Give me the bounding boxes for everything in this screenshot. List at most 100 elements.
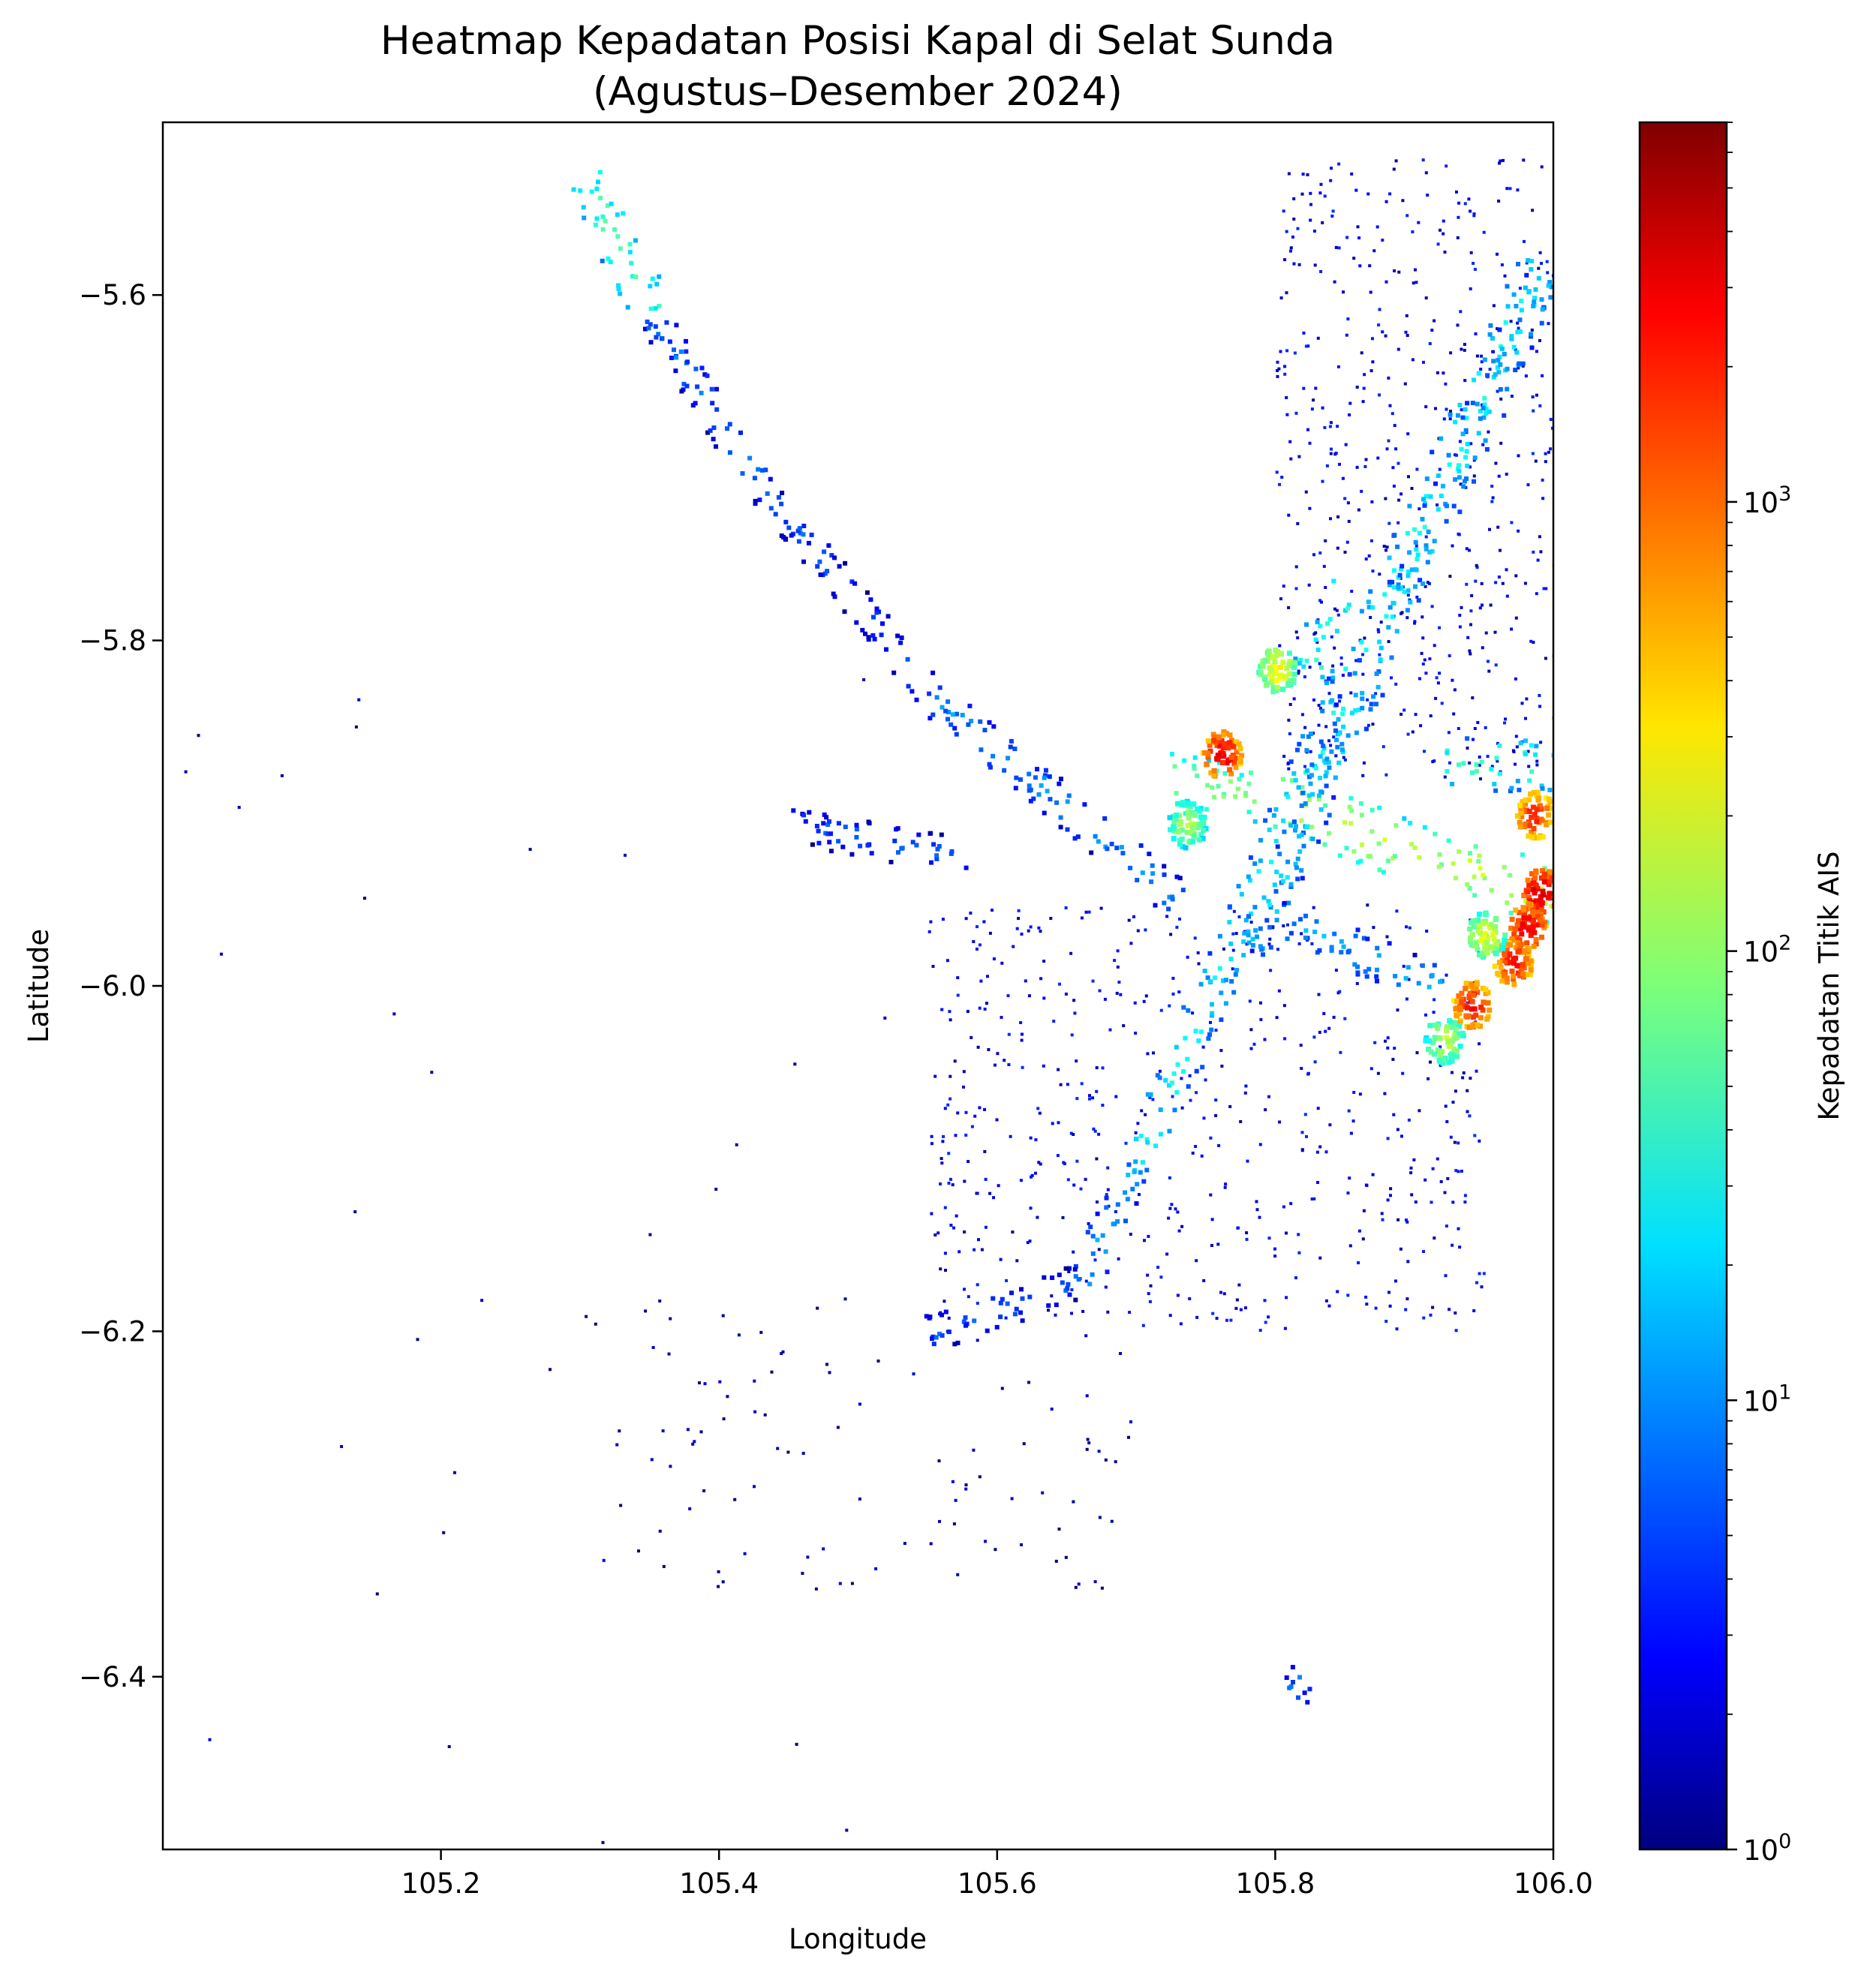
density-cell-1768 [1104,1195,1109,1200]
x-tick-label: 106.0 [1514,1867,1593,1900]
density-cell-1260 [600,258,605,263]
density-cell-843 [1449,1135,1453,1139]
density-cell-2032 [1246,929,1251,934]
density-cell-1033 [1093,1258,1097,1262]
density-cell-2066 [1252,905,1258,910]
density-cell-756 [1318,1145,1322,1149]
density-cell-2721 [1215,753,1221,759]
density-cell-1030 [1297,1233,1300,1236]
density-cell-978 [1480,1285,1484,1289]
density-cell-287 [1411,358,1415,362]
density-cell-2432 [1533,883,1539,889]
density-cell-2052 [1414,567,1419,572]
density-cell-1278 [714,444,718,449]
density-cell-2368 [1517,824,1523,830]
density-cell-2915 [1472,942,1478,948]
density-cell-1789 [1073,1274,1078,1279]
density-cell-2150 [1529,743,1534,748]
density-cell-1921 [1421,497,1426,502]
density-cell-1824 [1503,320,1508,325]
density-cell-369 [1481,646,1484,650]
density-cell-2057 [1374,672,1379,676]
density-cell-2223 [1018,1310,1023,1315]
density-cell-1502 [828,849,834,854]
density-cell-1288 [695,384,700,389]
density-cell-868 [1087,1222,1090,1225]
density-cell-2965 [1424,1035,1430,1041]
density-cell-554 [939,1267,943,1271]
density-cell-2385 [1526,886,1532,892]
density-cell-738 [997,1184,1000,1188]
density-cell-512 [1423,750,1426,753]
density-cell-2025 [1275,844,1280,849]
density-cell-1323 [710,401,715,406]
density-cell-912 [1057,1068,1060,1071]
density-cell-1709 [1224,978,1228,983]
density-cell-464 [1468,761,1472,765]
density-cell-799 [1334,969,1338,972]
density-cell-257 [1421,158,1425,162]
density-cell-1360 [831,591,836,596]
density-cell-1604 [1309,825,1314,830]
density-cell-2322 [1532,812,1538,818]
chart-title: Heatmap Kepadatan Posisi Kapal di Selat … [380,18,1335,64]
density-cell-621 [1052,1020,1056,1023]
density-cell-2500 [1532,930,1538,936]
density-cell-1860 [1324,783,1329,789]
density-cell-110 [1490,500,1494,503]
density-cell-2780 [1186,801,1192,807]
density-cell-832 [1399,1247,1402,1251]
density-cell-684 [940,1157,943,1161]
density-cell-2346 [1531,826,1537,831]
density-cell-2115 [1377,639,1382,644]
density-cell-91 [1407,475,1410,479]
density-cell-1101 [585,1314,588,1318]
density-cell-163 [1368,264,1372,268]
density-cell-994 [1245,1237,1249,1241]
density-cell-65 [1319,707,1322,711]
density-cell-171 [1458,614,1462,617]
density-cell-2989 [1432,1022,1438,1028]
density-cell-795 [1478,1042,1481,1046]
density-cell-894 [1395,909,1399,913]
density-cell-1125 [693,1440,696,1444]
density-cell-1730 [1267,807,1272,813]
density-cell-2840 [1264,681,1270,687]
density-cell-417 [1469,287,1472,290]
density-cell-2523 [1511,973,1517,979]
density-cell-120 [1279,296,1283,300]
density-cell-1368 [768,506,774,511]
density-cell-2622 [1469,999,1475,1005]
density-cell-2022 [1548,295,1553,300]
density-cell-2136 [1457,762,1461,768]
density-cell-2975 [1427,1023,1433,1029]
density-cell-1120 [1064,1555,1068,1559]
density-cell-829 [1267,942,1271,946]
density-cell-2704 [1231,744,1237,750]
density-cell-1170 [776,1447,780,1450]
density-cell-1916 [1529,332,1534,337]
density-cell-2123 [1540,307,1545,312]
density-cell-2452 [1541,924,1547,930]
density-cell-902 [1117,1257,1120,1260]
density-cell-2081 [1421,581,1425,586]
density-cell-1548 [1170,752,1174,756]
density-cell-1680 [1183,1035,1188,1041]
density-cell-1042 [1087,910,1091,914]
density-cell-2763 [1197,837,1203,843]
density-cell-1316 [667,339,672,344]
density-cell-562 [1412,1158,1416,1161]
density-cell-1134 [1054,1559,1058,1563]
density-cell-2438 [1539,907,1545,913]
density-cell-547 [1079,1187,1083,1191]
density-cell-368 [1463,348,1466,352]
density-cell-526 [1455,190,1458,194]
density-cell-2719 [1236,741,1242,747]
density-cell-2273 [1305,1699,1310,1705]
density-cell-946 [1099,906,1103,910]
density-cell-1049 [1191,1011,1195,1015]
density-cell-2698 [1225,744,1231,750]
density-cell-899 [1463,1200,1467,1204]
density-cell-1050 [1439,1045,1442,1049]
